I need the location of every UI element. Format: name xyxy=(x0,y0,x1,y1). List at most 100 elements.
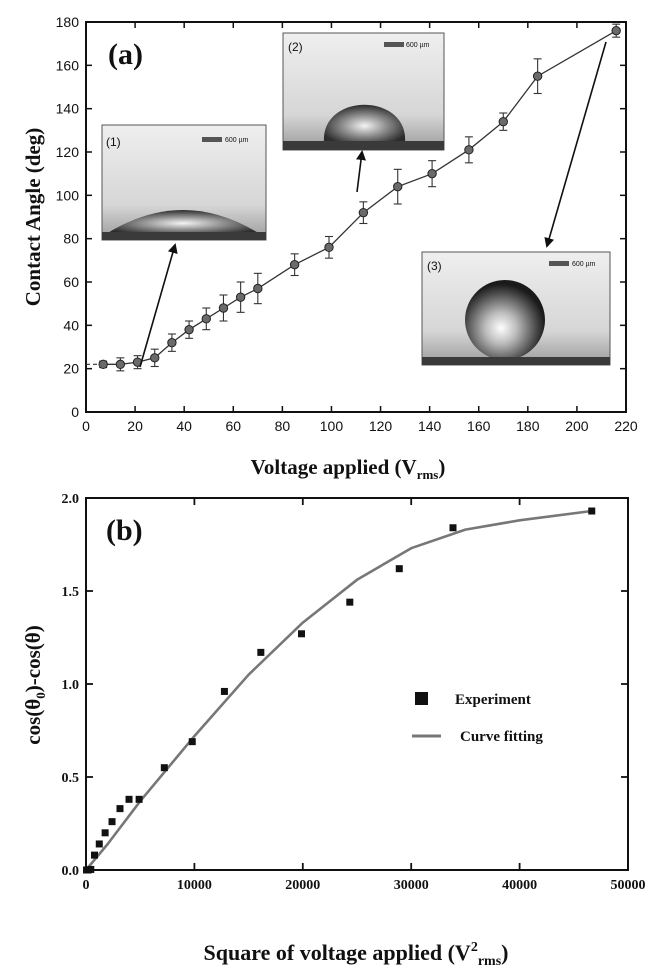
y-axis-ticks-b: 0.0 0.5 1.0 1.5 2.0 xyxy=(62,492,628,879)
x-tick-label-a: 60 xyxy=(225,418,241,434)
inset-label-1: (1) xyxy=(106,135,121,149)
x-tick-label-b: 30000 xyxy=(394,878,429,893)
y-tick-label-a: 140 xyxy=(56,101,80,117)
cosine-series xyxy=(83,507,596,874)
y-axis-title-a: Contact Angle (deg) xyxy=(21,128,45,306)
droplet-sphere xyxy=(465,280,545,360)
x-tick-label-a: 40 xyxy=(176,418,192,434)
legend-label-curve: Curve fitting xyxy=(460,729,543,745)
data-point-a xyxy=(393,181,403,192)
y-axis-title-b: cos(θ0)-cos(θ) xyxy=(21,625,48,744)
data-point-a xyxy=(184,324,194,335)
y-tick-label-a: 120 xyxy=(56,144,80,160)
inset-label-2: (2) xyxy=(288,40,303,54)
y-tick-label-b: 1.5 xyxy=(62,585,80,600)
panel-label-b: (b) xyxy=(106,514,143,547)
x-tick-label-a: 20 xyxy=(127,418,143,434)
experiment-point xyxy=(108,818,116,826)
x-tick-label-b: 20000 xyxy=(285,878,320,893)
inset-label-3: (3) xyxy=(427,259,442,273)
y-tick-label-a: 100 xyxy=(56,187,80,203)
y-tick-label-a: 60 xyxy=(63,274,79,290)
experiment-point xyxy=(220,687,228,695)
scale-label-1: 600 µm xyxy=(225,137,249,144)
experiment-point xyxy=(101,829,109,837)
legend-label-experiment: Experiment xyxy=(455,692,531,708)
x-tick-label-a: 200 xyxy=(565,418,589,434)
scale-label-3: 600 µm xyxy=(572,261,596,268)
panel-label-a: (a) xyxy=(108,38,143,71)
y-tick-label-b: 0.0 xyxy=(62,864,80,879)
experiment-point xyxy=(160,764,168,772)
scale-label-2: 600 µm xyxy=(406,42,430,49)
experiment-point xyxy=(449,524,457,532)
data-point-a xyxy=(115,359,126,370)
inset-photo-2: (2) 600 µm xyxy=(282,32,445,151)
x-tick-label-b: 50000 xyxy=(611,878,646,893)
x-tick-label-a: 100 xyxy=(320,418,344,434)
data-point-a xyxy=(358,207,369,218)
scale-bar-3 xyxy=(549,261,569,266)
experiment-point xyxy=(188,738,196,746)
x-tick-label-b: 0 xyxy=(83,878,90,893)
y-axis-ticks-a: 0 20 40 60 80 100 120 140 160 180 xyxy=(56,14,626,420)
x-tick-label-a: 120 xyxy=(369,418,393,434)
inset-photo-3: (3) 600 µm xyxy=(421,251,611,366)
x-tick-label-a: 0 xyxy=(82,418,90,434)
x-tick-label-b: 10000 xyxy=(177,878,212,893)
plot-frame-a xyxy=(85,21,627,413)
plot-frame-b xyxy=(85,497,629,871)
scale-bar-1 xyxy=(202,137,222,142)
fit-curve xyxy=(85,509,592,871)
data-point-a xyxy=(253,283,263,294)
y-tick-label-b: 2.0 xyxy=(62,492,80,507)
experiment-point xyxy=(395,565,403,573)
experiment-point xyxy=(257,648,265,656)
legend-swatch-experiment xyxy=(415,692,428,705)
experiment-point xyxy=(87,865,95,873)
data-point-a xyxy=(324,242,334,253)
x-tick-label-a: 80 xyxy=(275,418,291,434)
y-tick-label-b: 1.0 xyxy=(62,678,80,693)
inset-photo-1: (1) 600 µm xyxy=(101,124,267,241)
data-point-a xyxy=(498,116,508,127)
experiment-point xyxy=(135,795,143,803)
y-tick-label-a: 80 xyxy=(63,231,79,247)
data-point-a xyxy=(235,292,246,302)
arrow-to-inset-3 xyxy=(544,41,607,248)
x-tick-label-a: 180 xyxy=(516,418,540,434)
x-axis-title-b: Square of voltage applied (V2rms) xyxy=(204,940,509,969)
y-tick-label-a: 40 xyxy=(63,317,79,333)
data-point-a xyxy=(150,353,160,363)
x-tick-label-b: 40000 xyxy=(502,878,537,893)
arrow-to-inset-2 xyxy=(356,150,366,193)
y-tick-label-a: 0 xyxy=(71,404,79,420)
data-point-a xyxy=(218,303,229,313)
data-point-a xyxy=(289,259,300,270)
experiment-point xyxy=(125,795,133,803)
x-axis-title-a: Voltage applied (Vrms) xyxy=(251,455,446,482)
x-axis-ticks-b: 0 10000 20000 30000 40000 50000 xyxy=(83,498,646,893)
arrow-to-inset-1 xyxy=(139,243,178,368)
experiment-point xyxy=(298,630,306,638)
contact-angle-chart: 0 20 40 60 80 100 120 140 160 180 200 220 0 20 40 60 80… xyxy=(21,14,638,482)
experiment-point xyxy=(346,598,354,606)
y-tick-label-a: 160 xyxy=(56,57,80,73)
x-axis-ticks-a: 0 20 40 60 80 100 120 140 160 180 200 220 xyxy=(82,22,638,434)
droplet-half xyxy=(323,104,406,143)
y-tick-label-b: 0.5 xyxy=(62,771,80,786)
contact-angle-series xyxy=(86,23,621,372)
legend: Experiment Curve fitting xyxy=(412,692,543,745)
experiment-point xyxy=(95,840,103,848)
experiment-point xyxy=(588,507,596,515)
experiment-point xyxy=(116,805,124,813)
cosine-fit-chart: 0 10000 20000 30000 40000 50000 0.0 0.5 1.0 1.5 2… xyxy=(21,492,646,969)
data-point-a xyxy=(167,337,177,348)
scale-bar-2 xyxy=(384,42,404,47)
x-tick-label-a: 160 xyxy=(467,418,491,434)
y-tick-label-a: 20 xyxy=(63,361,79,377)
x-tick-label-a: 140 xyxy=(418,418,442,434)
data-point-a xyxy=(427,168,437,179)
experiment-point xyxy=(90,851,98,859)
